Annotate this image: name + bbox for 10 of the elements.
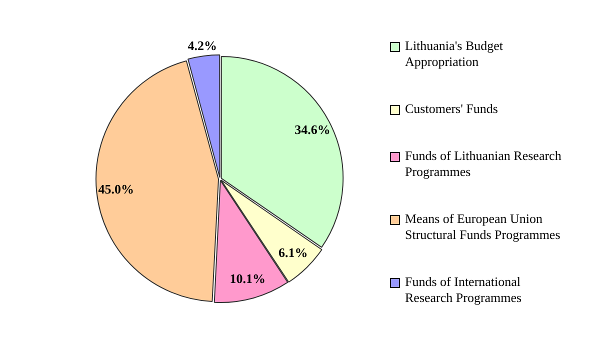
legend-label: Lithuania's Budget Appropriation <box>405 38 504 70</box>
data-label: 4.2% <box>188 38 218 53</box>
legend-label: Customers' Funds <box>405 100 499 117</box>
legend-label: Means of European Union Structural Funds Programmes <box>405 211 562 244</box>
legend-label: Funds of International Research Programmes <box>405 274 523 306</box>
data-label: 10.1% <box>230 271 266 286</box>
data-label: 34.6% <box>294 122 330 137</box>
data-label: 6.1% <box>278 244 308 260</box>
data-label: 45.0% <box>98 182 134 196</box>
legend-label: Funds of Lithuanian Research Programmes <box>405 148 562 180</box>
